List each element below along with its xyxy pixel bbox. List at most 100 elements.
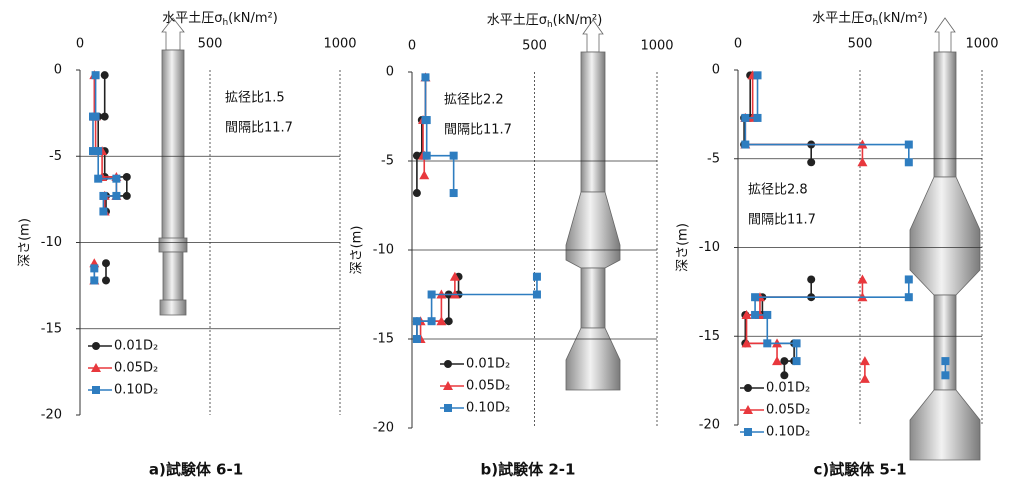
- marker: [905, 275, 913, 283]
- marker: [941, 357, 949, 365]
- marker: [450, 152, 458, 160]
- axis-title-part: 水平土圧σ: [162, 11, 222, 26]
- marker: [857, 274, 867, 283]
- marker: [741, 114, 749, 122]
- axis-title-part: 水平土圧σ: [812, 11, 872, 26]
- axis-title-part: (kN/m²): [228, 11, 278, 26]
- y-tick-label: -10: [41, 235, 62, 250]
- x-tick-label: 0: [408, 39, 416, 54]
- y-tick-label: -10: [373, 243, 394, 258]
- marker: [102, 276, 110, 284]
- marker: [112, 192, 120, 200]
- marker: [793, 339, 801, 347]
- panel: 水平土圧σh(kN/m²) 深さ(m) b)試験体 2-1 0 500 1000 0 -5 -1…: [350, 13, 674, 479]
- marker: [99, 192, 107, 200]
- marker: [763, 339, 771, 347]
- legend-label: 0.01D₂: [766, 381, 810, 396]
- legend-marker: [744, 428, 752, 436]
- axis-title: 水平土圧σh(kN/m²): [487, 13, 603, 30]
- marker: [763, 311, 771, 319]
- y-tick-label: -5: [49, 149, 62, 164]
- axis-title-part: 水平土圧σ: [487, 13, 547, 28]
- y-tick-label: -20: [373, 421, 394, 436]
- marker: [905, 141, 913, 149]
- x-tick-label: 500: [522, 39, 547, 54]
- axis-title-part: (kN/m²): [553, 13, 603, 28]
- marker: [413, 317, 421, 325]
- marker: [860, 374, 870, 383]
- marker: [450, 189, 458, 197]
- annotation: 間隔比11.7: [444, 123, 512, 138]
- y-tick-label: 0: [386, 65, 394, 80]
- marker: [807, 275, 815, 283]
- pile-a: [159, 18, 187, 315]
- legend-marker: [92, 342, 100, 350]
- annotation: 間隔比11.7: [748, 213, 816, 228]
- x-tick-label: 1000: [640, 39, 673, 54]
- annotation: 拡径比2.2: [444, 93, 504, 108]
- axis-title: 水平土圧σh(kN/m²): [162, 11, 278, 28]
- y-axis-label: 深さ(m): [350, 226, 365, 275]
- marker: [413, 189, 421, 197]
- marker: [428, 291, 436, 299]
- marker: [413, 335, 421, 343]
- y-axis-label: 深さ(m): [676, 223, 691, 272]
- legend-label: 0.05D₂: [114, 361, 158, 376]
- marker: [533, 291, 541, 299]
- marker: [751, 293, 759, 301]
- marker: [751, 311, 759, 319]
- annotation: 拡径比1.5: [225, 91, 285, 106]
- legend-label: 0.05D₂: [466, 379, 510, 394]
- legend-marker: [444, 360, 452, 368]
- y-tick-label: -5: [707, 151, 720, 166]
- legend-marker: [744, 384, 752, 392]
- marker: [780, 371, 788, 379]
- marker: [905, 293, 913, 301]
- marker: [905, 158, 913, 166]
- pile-b: [566, 20, 620, 390]
- y-tick-label: -5: [381, 154, 394, 169]
- axis-title-part: (kN/m²): [878, 11, 928, 26]
- marker: [754, 114, 762, 122]
- y-tick-label: -10: [699, 240, 720, 255]
- marker: [94, 175, 102, 183]
- marker: [123, 192, 131, 200]
- marker: [741, 141, 749, 149]
- axis-title: 水平土圧σh(kN/m²): [812, 11, 928, 28]
- y-tick-label: 0: [54, 63, 62, 78]
- legend-marker: [92, 386, 100, 394]
- marker: [445, 317, 453, 325]
- marker: [89, 113, 97, 121]
- legend-label: 0.10D₂: [766, 425, 810, 440]
- x-tick-label: 1000: [323, 37, 356, 52]
- legend-label: 0.01D₂: [466, 357, 510, 372]
- pile-c: [910, 18, 980, 460]
- annotation: 拡径比2.8: [748, 183, 808, 198]
- marker: [428, 317, 436, 325]
- marker: [94, 147, 102, 155]
- caption: c)試験体 5-1: [813, 461, 906, 479]
- legend-label: 0.10D₂: [114, 383, 158, 398]
- annotation: 間隔比11.7: [225, 121, 293, 136]
- legend-label: 0.10D₂: [466, 401, 510, 416]
- legend-label: 0.05D₂: [766, 403, 810, 418]
- y-tick-label: -20: [699, 418, 720, 433]
- marker: [941, 371, 949, 379]
- marker: [423, 152, 431, 160]
- legend-marker: [444, 404, 452, 412]
- marker: [793, 357, 801, 365]
- figure: 水平土圧σh(kN/m²)深さ(m)a)試験体 6-1050010000-5-1…: [0, 0, 1009, 492]
- marker: [419, 170, 429, 179]
- x-tick-label: 0: [734, 37, 742, 52]
- marker: [102, 259, 110, 267]
- marker: [101, 71, 109, 79]
- caption: b)試験体 2-1: [481, 461, 576, 479]
- marker: [423, 116, 431, 124]
- series-line: [417, 77, 537, 339]
- marker: [807, 158, 815, 166]
- y-tick-label: -15: [699, 329, 720, 344]
- x-tick-label: 0: [76, 37, 84, 52]
- marker: [90, 276, 98, 284]
- marker: [92, 71, 100, 79]
- x-tick-label: 500: [198, 37, 223, 52]
